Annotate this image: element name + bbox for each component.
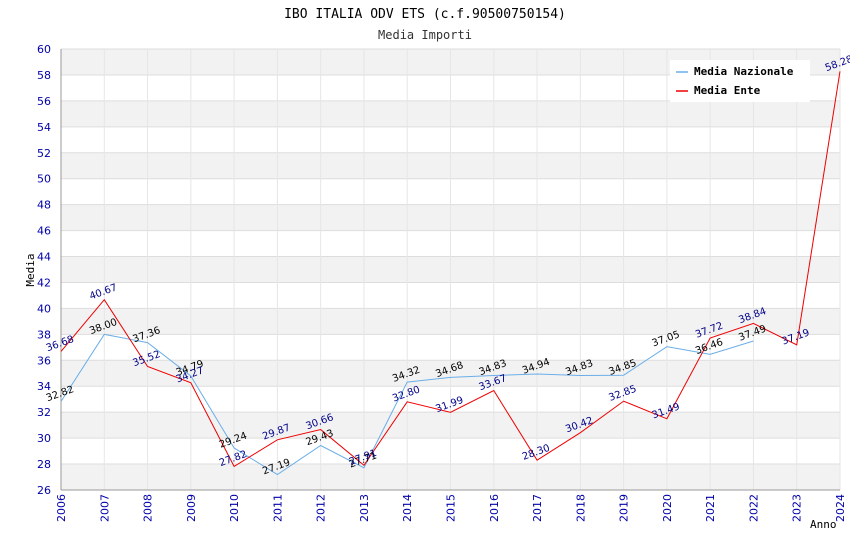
y-tick-labels: 26 28 30 32 34 36 38 40 42 44 46 48 50 52 54 56 58 60 xyxy=(37,43,51,497)
y-tick-label: 46 xyxy=(37,225,51,238)
legend-box xyxy=(670,60,810,102)
y-tick-label: 30 xyxy=(37,432,51,445)
series-lines xyxy=(60,71,841,476)
legend-label-media-nazionale: Media Nazionale xyxy=(694,65,794,78)
x-tick-label: 2006 xyxy=(55,494,68,522)
y-tick-label: 60 xyxy=(37,43,51,56)
y-tick-label: 28 xyxy=(37,458,51,471)
x-tick-label: 2019 xyxy=(618,494,631,522)
data-label-media-ente: 32.85 xyxy=(607,384,638,404)
x-tick-label: 2022 xyxy=(747,494,760,522)
x-axis-label: Anno xyxy=(810,518,837,531)
x-tick-label: 2024 xyxy=(834,494,847,522)
series-line-media-ente xyxy=(60,71,841,468)
x-tick-label: 2009 xyxy=(185,494,198,522)
y-tick-label: 50 xyxy=(37,173,51,186)
y-tick-label: 54 xyxy=(37,121,51,134)
data-label-media-ente: 32.80 xyxy=(391,384,422,404)
x-tick-label: 2020 xyxy=(661,494,674,522)
y-tick-label: 34 xyxy=(37,380,51,393)
y-tick-label: 36 xyxy=(37,354,51,367)
x-tick-label: 2012 xyxy=(315,494,328,522)
x-tick-label: 2014 xyxy=(401,494,414,522)
x-tick-label: 2023 xyxy=(791,494,804,522)
y-tick-label: 52 xyxy=(37,147,51,160)
series-line-media-nazionale xyxy=(60,333,754,476)
y-tick-label: 40 xyxy=(37,302,51,315)
x-tick-label: 2007 xyxy=(98,494,111,522)
x-tick-label: 2008 xyxy=(142,494,155,522)
y-axis-label: Media xyxy=(24,253,37,286)
data-label-media-ente: 40.67 xyxy=(88,282,119,302)
y-tick-label: 56 xyxy=(37,95,51,108)
y-tick-label: 42 xyxy=(37,276,51,289)
chart-subtitle: Media Importi xyxy=(378,28,472,42)
x-tick-label: 2017 xyxy=(531,494,544,522)
x-tick-label: 2021 xyxy=(704,494,717,522)
x-tick-label: 2011 xyxy=(271,494,284,522)
x-tick-label: 2013 xyxy=(358,494,371,522)
axes xyxy=(60,49,840,491)
legend: Media Nazionale Media Ente xyxy=(670,60,810,102)
y-tick-label: 48 xyxy=(37,199,51,212)
legend-label-media-ente: Media Ente xyxy=(694,84,761,97)
y-tick-label: 26 xyxy=(37,484,51,497)
y-tick-label: 58 xyxy=(37,69,51,82)
chart-title: IBO ITALIA ODV ETS (c.f.90500750154) xyxy=(284,7,566,22)
y-tick-label: 44 xyxy=(37,251,51,264)
x-tick-label: 2010 xyxy=(228,494,241,522)
x-tick-label: 2018 xyxy=(574,494,587,522)
x-tick-label: 2015 xyxy=(445,494,458,522)
data-label-media-ente: 28.30 xyxy=(521,443,552,463)
x-tick-label: 2016 xyxy=(488,494,501,522)
x-tick-labels: 2006 2007 2008 2009 2010 2011 2012 2013 2014 2015… xyxy=(55,494,847,522)
y-tick-label: 32 xyxy=(37,406,51,419)
y-tick-label: 38 xyxy=(37,328,51,341)
